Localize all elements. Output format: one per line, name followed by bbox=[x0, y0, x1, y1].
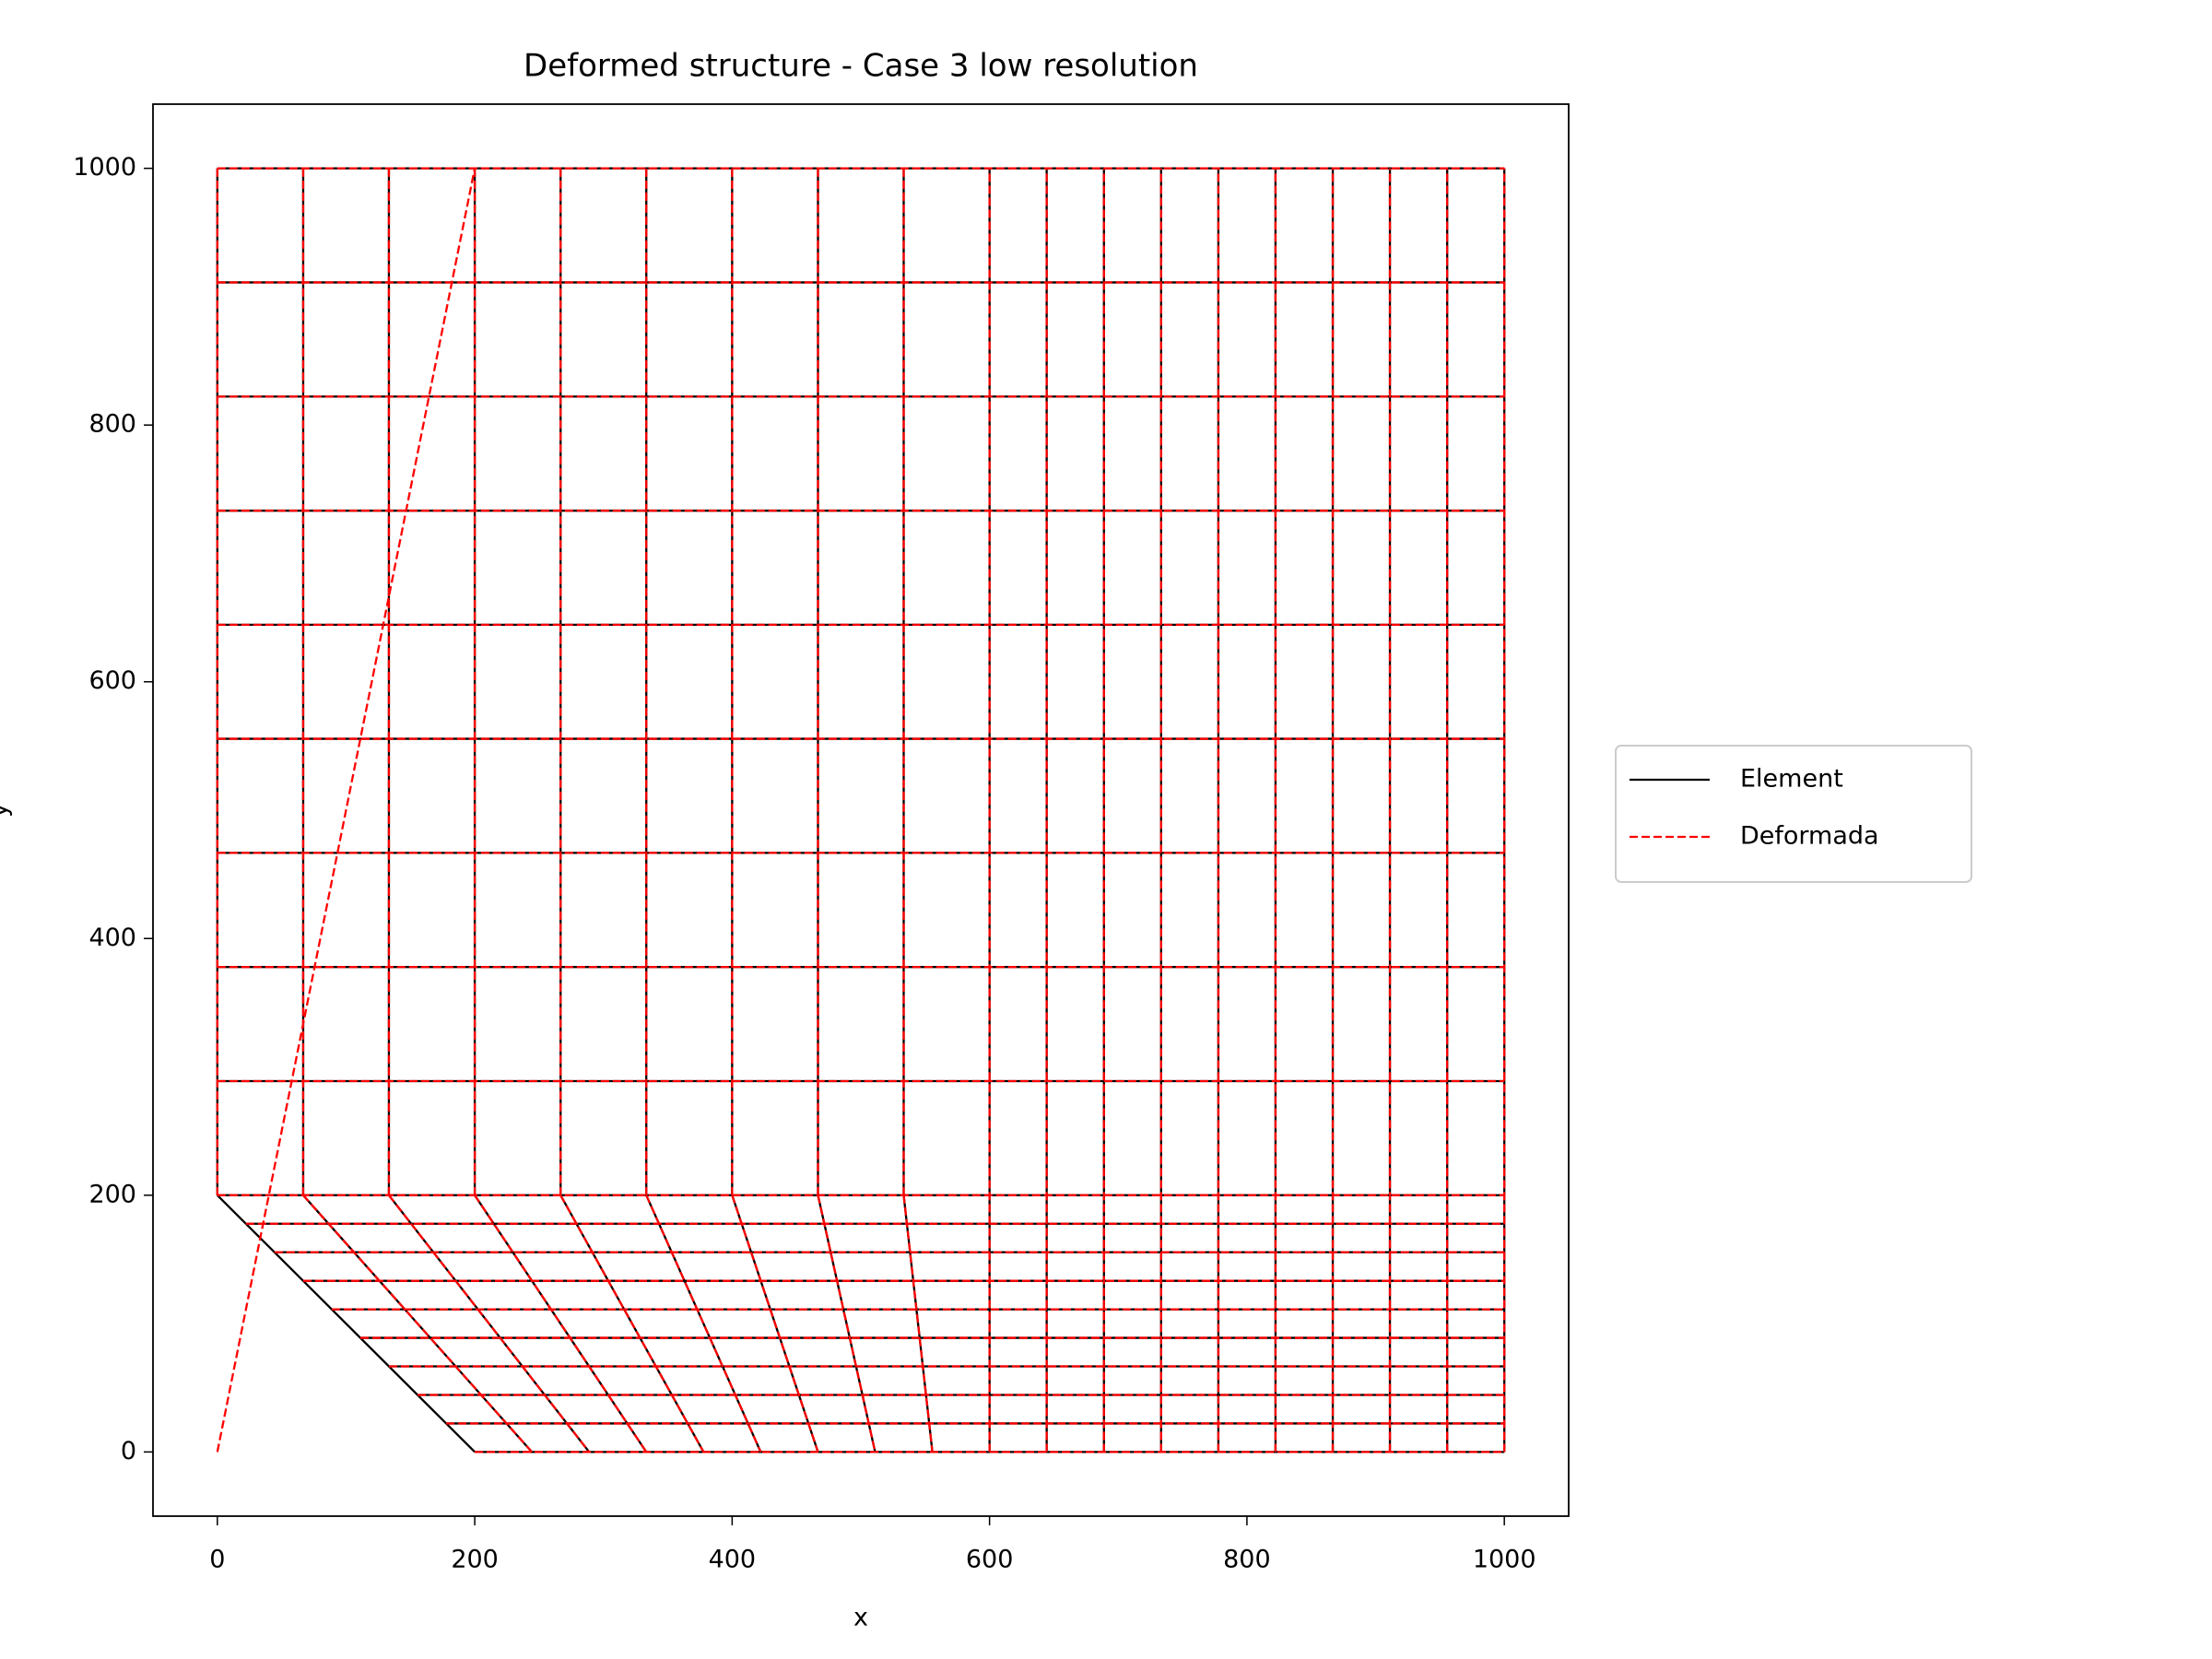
series-line bbox=[216, 167, 1506, 1453]
y-tick-label: 800 bbox=[88, 410, 136, 439]
x-tick-label: 1000 bbox=[1473, 1546, 1536, 1574]
y-tick-label: 1000 bbox=[73, 153, 136, 182]
legend-label: Deformada bbox=[1740, 822, 1879, 851]
x-tick-label: 800 bbox=[1223, 1546, 1271, 1574]
x-tick-label: 200 bbox=[451, 1546, 499, 1574]
x-tick-label: 0 bbox=[209, 1546, 225, 1574]
x-tick-label: 600 bbox=[966, 1546, 1014, 1574]
plot-frame bbox=[152, 103, 1570, 1517]
y-axis-label: y bbox=[0, 803, 14, 818]
chart-title: Deformed structure - Case 3 low resoluti… bbox=[524, 48, 1198, 85]
x-axis-label: x bbox=[853, 1604, 868, 1632]
legend-label: Element bbox=[1740, 765, 1843, 794]
y-tick-label: 0 bbox=[121, 1437, 136, 1465]
x-tick-label: 400 bbox=[709, 1546, 757, 1574]
y-tick-label: 600 bbox=[88, 666, 136, 695]
legend: Element Deformada bbox=[1615, 745, 1972, 883]
y-tick-label: 400 bbox=[88, 924, 136, 952]
y-tick-label: 200 bbox=[88, 1180, 136, 1208]
series-line bbox=[216, 167, 1506, 1453]
